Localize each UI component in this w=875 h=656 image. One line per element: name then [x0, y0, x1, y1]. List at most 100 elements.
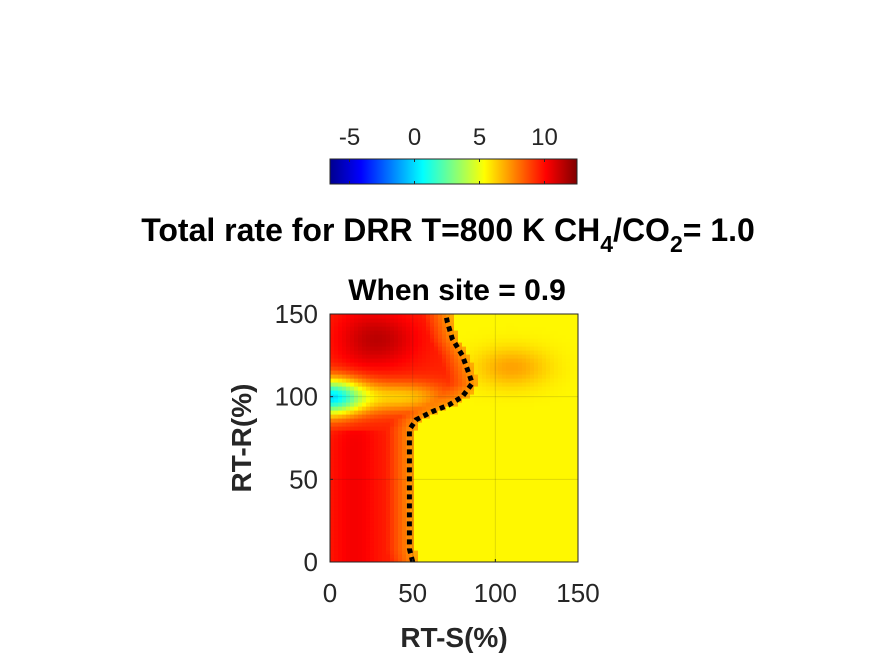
heatmap-cell [466, 354, 471, 359]
heatmap-cell [482, 350, 487, 355]
heatmap-cell [438, 538, 443, 543]
heatmap-cell [530, 334, 535, 339]
heatmap-cell [450, 494, 455, 499]
heatmap-cell [502, 434, 507, 439]
heatmap-cell [406, 534, 411, 539]
heatmap-cell [382, 422, 387, 427]
heatmap-cell [462, 374, 467, 379]
heatmap-cell [542, 506, 547, 511]
heatmap-cell [558, 542, 563, 547]
heatmap-cell [566, 518, 571, 523]
heatmap-cell [534, 398, 539, 403]
heatmap-cell [478, 394, 483, 399]
heatmap-cell [430, 370, 435, 375]
heatmap-cell [514, 450, 519, 455]
heatmap-cell [542, 498, 547, 503]
heatmap-cell [466, 558, 471, 562]
heatmap-cell [446, 470, 451, 475]
heatmap-cell [374, 538, 379, 543]
heatmap-cell [574, 534, 578, 539]
heatmap-cell [334, 454, 339, 459]
heatmap-cell [546, 422, 551, 427]
heatmap-cell [534, 502, 539, 507]
heatmap-cell [354, 382, 359, 387]
heatmap-cell [570, 338, 575, 343]
heatmap-cell [434, 402, 439, 407]
heatmap-cell [334, 554, 339, 559]
heatmap-cell [386, 334, 391, 339]
heatmap-cell [330, 510, 335, 515]
heatmap-cell [450, 458, 455, 463]
heatmap-cell [542, 338, 547, 343]
heatmap-cell [510, 414, 515, 419]
heatmap-cell [378, 546, 383, 551]
heatmap-cell [370, 550, 375, 555]
heatmap-cell [510, 342, 515, 347]
heatmap-cell [514, 482, 519, 487]
heatmap-cell [438, 370, 443, 375]
heatmap-cell [382, 322, 387, 327]
heatmap-cell [550, 418, 555, 423]
heatmap-cell [534, 342, 539, 347]
heatmap-cell [442, 430, 447, 435]
heatmap-cell [526, 442, 531, 447]
heatmap-cell [450, 498, 455, 503]
heatmap-cell [486, 438, 491, 443]
heatmap-cell [518, 342, 523, 347]
heatmap-cell [506, 318, 511, 323]
heatmap-cell [458, 362, 463, 367]
heatmap-cell [562, 374, 567, 379]
heatmap-cell [446, 358, 451, 363]
heatmap-cell [430, 454, 435, 459]
heatmap-cell [346, 466, 351, 471]
heatmap-cell [498, 410, 503, 415]
heatmap-cell [362, 370, 367, 375]
heatmap-cell [410, 386, 415, 391]
heatmap-cell [454, 522, 459, 527]
heatmap-cell [450, 342, 455, 347]
heatmap-cell [562, 390, 567, 395]
heatmap-cell [462, 450, 467, 455]
heatmap-cell [570, 490, 575, 495]
heatmap-cell [534, 482, 539, 487]
heatmap-cell [334, 382, 339, 387]
heatmap-cell [454, 450, 459, 455]
heatmap-cell [350, 338, 355, 343]
heatmap-cell [474, 378, 479, 383]
heatmap-cell [566, 370, 571, 375]
heatmap-cell [438, 522, 443, 527]
heatmap-cell [426, 318, 431, 323]
heatmap-cell [398, 454, 403, 459]
heatmap-cell [402, 474, 407, 479]
heatmap-cell [518, 494, 523, 499]
heatmap-cell [450, 362, 455, 367]
heatmap-cell [522, 418, 527, 423]
heatmap-cell [438, 494, 443, 499]
heatmap-cell [350, 482, 355, 487]
heatmap-cell [566, 334, 571, 339]
heatmap-cell [346, 382, 351, 387]
heatmap-cell [486, 382, 491, 387]
heatmap-cell [538, 526, 543, 531]
heatmap-cell [398, 338, 403, 343]
heatmap-cell [570, 402, 575, 407]
heatmap-cell [394, 458, 399, 463]
heatmap-cell [338, 386, 343, 391]
heatmap-cell [526, 482, 531, 487]
heatmap-cell [494, 418, 499, 423]
heatmap-cell [554, 550, 559, 555]
heatmap-cell [574, 422, 578, 427]
heatmap-cell [330, 390, 335, 395]
heatmap-cell [454, 458, 459, 463]
heatmap-cell [514, 362, 519, 367]
heatmap-cell [534, 414, 539, 419]
heatmap-cell [470, 490, 475, 495]
heatmap-cell [530, 558, 535, 562]
heatmap-cell [574, 558, 578, 562]
heatmap-cell [462, 478, 467, 483]
heatmap-cell [434, 514, 439, 519]
heatmap-cell [522, 410, 527, 415]
heatmap-cell [514, 534, 519, 539]
heatmap-cell [434, 494, 439, 499]
heatmap-cell [574, 358, 578, 363]
